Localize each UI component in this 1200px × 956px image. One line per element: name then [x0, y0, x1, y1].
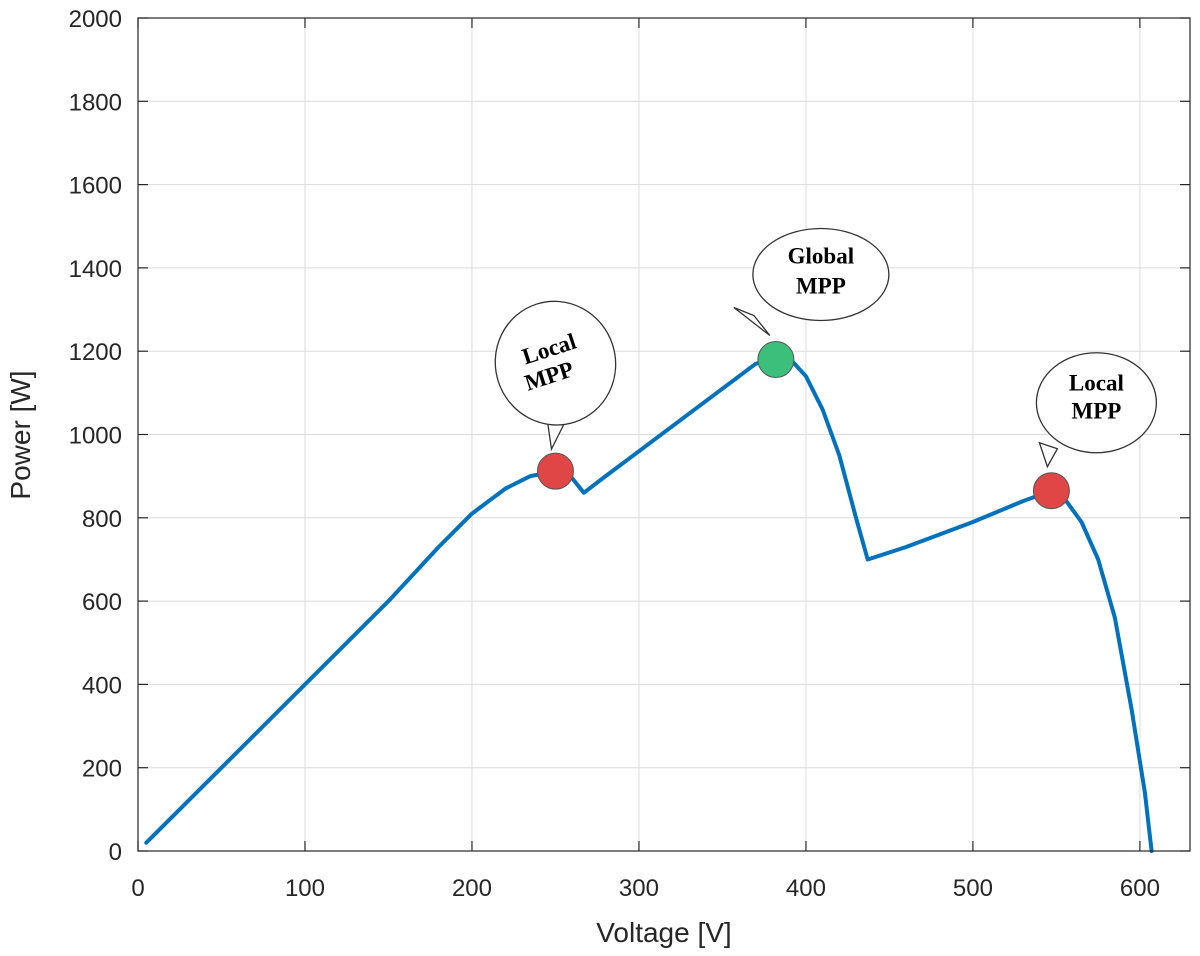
y-tick-label: 0 [109, 839, 122, 866]
callout-tail [733, 306, 771, 337]
y-axis-label: Power [W] [5, 370, 36, 499]
callout-bubble [752, 227, 890, 322]
series-layer [144, 357, 1154, 853]
y-tick-label: 600 [82, 589, 122, 616]
y-tick-label: 200 [82, 756, 122, 783]
x-tick-label: 600 [1120, 875, 1160, 902]
x-tick-label: 500 [953, 875, 993, 902]
x-axis-label: Voltage [V] [596, 917, 731, 948]
x-tick-label: 100 [285, 875, 325, 902]
callout-text-line: Global [788, 244, 854, 269]
mpp-marker [757, 341, 795, 379]
y-tick-label: 1400 [69, 256, 122, 283]
y-tick-label: 400 [82, 672, 122, 699]
y-tick-label: 1800 [69, 89, 122, 116]
y-tick-label: 1600 [69, 173, 122, 200]
y-tick-label: 2000 [69, 6, 122, 33]
mpp-marker [1032, 472, 1070, 510]
callout-text-line: MPP [796, 274, 846, 299]
x-tick-label: 400 [786, 875, 826, 902]
callout-tail [1038, 441, 1059, 469]
x-tick-label: 0 [131, 875, 144, 902]
mpp-callout: Local MPP [1035, 352, 1158, 469]
mpp-callout: Global MPP [733, 227, 890, 337]
marker-layer [536, 341, 1070, 510]
y-tick-label: 800 [82, 506, 122, 533]
x-tick-label: 200 [452, 875, 492, 902]
y-tick-label: 1000 [69, 423, 122, 450]
tick-layer: 0 100 200 300 400 500 600 0 200 400 600 800 1000 1200… [69, 6, 1190, 902]
callout-bubble [1035, 352, 1158, 454]
y-tick-label: 1200 [69, 339, 122, 366]
callout-bubble [494, 300, 617, 426]
x-tick-label: 300 [619, 875, 659, 902]
power-curve-line [144, 357, 1154, 853]
mpp-marker [536, 452, 574, 490]
callout-text-line: MPP [1071, 399, 1121, 424]
callout-text-line: Local [1069, 371, 1124, 396]
